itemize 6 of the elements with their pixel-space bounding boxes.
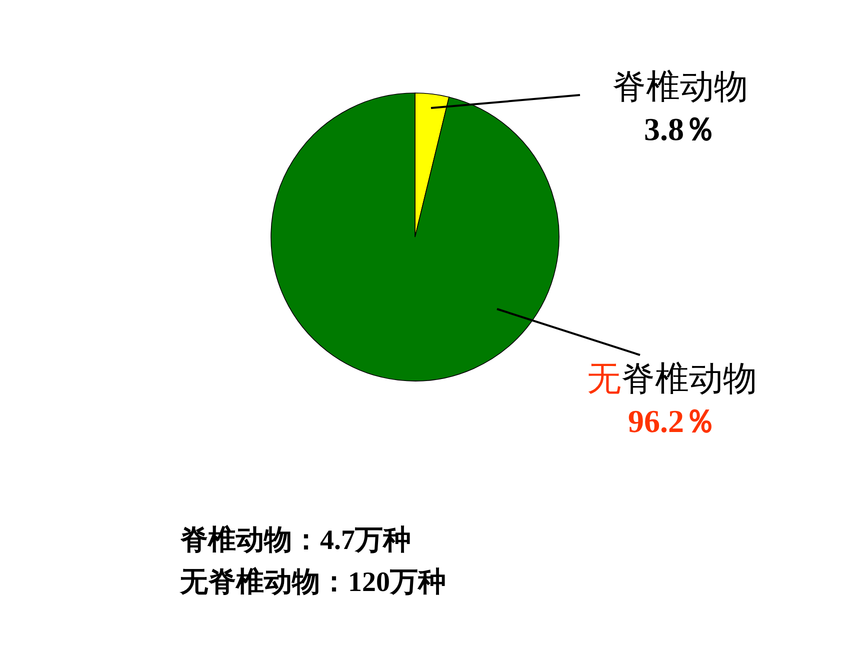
slice-label: 无脊椎动物 [587,361,757,398]
text: 无脊椎动物：120万种 [179,566,446,598]
slice-label: 脊椎动物 [612,69,748,106]
data-label: 96.2％ [628,403,716,439]
text: 脊椎动物：4.7万种 [180,524,411,556]
data-label: 3.8％ [644,111,716,147]
